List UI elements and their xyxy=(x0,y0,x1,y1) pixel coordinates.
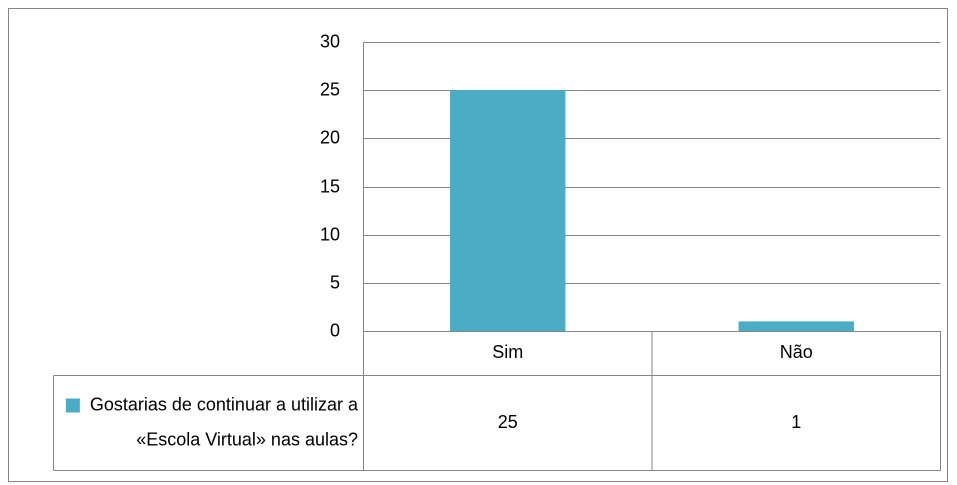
y-tick-label: 25 xyxy=(320,79,340,99)
legend-key xyxy=(65,398,80,413)
x-tick-label: Sim xyxy=(492,342,523,362)
y-tick-label: 5 xyxy=(330,272,340,292)
bar xyxy=(450,90,566,332)
y-tick-label: 10 xyxy=(320,224,340,244)
y-tick-label: 20 xyxy=(320,127,340,147)
table-value: 25 xyxy=(498,412,518,432)
table-value: 1 xyxy=(791,412,801,432)
y-tick-label: 0 xyxy=(330,320,340,340)
x-tick-label: Não xyxy=(780,342,813,362)
y-tick-label: 30 xyxy=(320,31,340,51)
bar xyxy=(738,321,854,331)
legend-label: Gostarias de continuar a utilizar a «Esco… xyxy=(90,394,359,449)
y-tick-label: 15 xyxy=(320,176,340,196)
